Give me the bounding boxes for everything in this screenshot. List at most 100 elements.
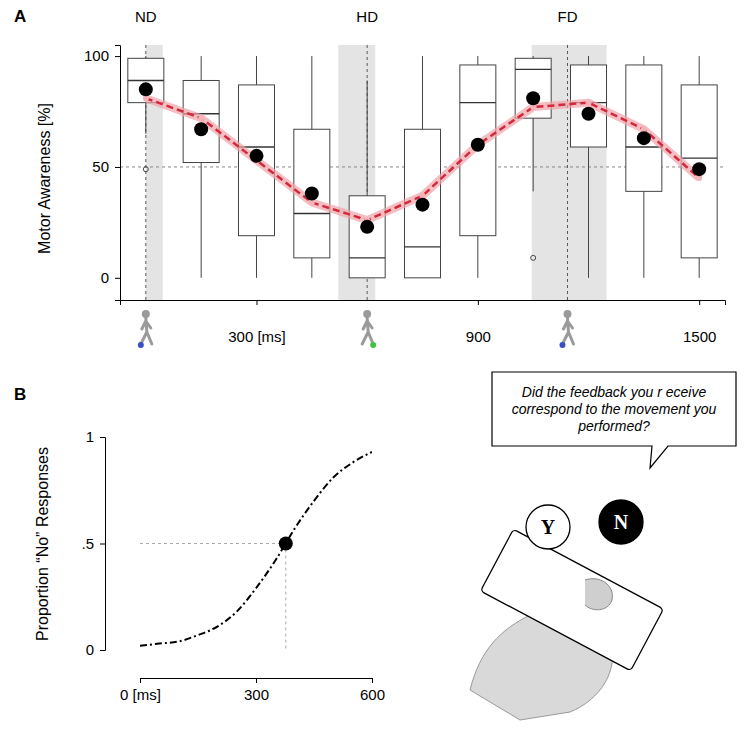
plot-b-marks <box>140 452 372 650</box>
device <box>481 529 664 671</box>
x-axis-a-tick-label: 900 <box>466 328 491 345</box>
x-axis-a-tick: 1500 <box>683 300 716 345</box>
thumb <box>585 579 612 610</box>
x-axis-a-tick-label: 300 [ms] <box>228 328 286 345</box>
y-axis-a-tick: 100 <box>84 47 120 64</box>
x-axis-b-tick: 300 <box>244 678 269 703</box>
median <box>294 213 330 214</box>
figure: ANDHDFD050100300 [ms]9001500Motor Awaren… <box>0 0 744 729</box>
mean <box>139 82 153 96</box>
whisker-high <box>422 56 423 129</box>
mean <box>582 107 596 121</box>
x-axis-b-tick-mark <box>140 678 141 683</box>
gait-icon <box>362 310 376 348</box>
x-axis-b: 0 [ms] 300 600 <box>120 678 385 703</box>
mean <box>305 187 319 201</box>
y-axis-a-tick: 0 <box>101 269 120 286</box>
whisker-low <box>588 147 589 278</box>
threshold-point <box>279 537 293 551</box>
mean <box>416 198 430 212</box>
fit-point <box>586 100 592 106</box>
y-axis-b-tick: 0 <box>86 641 105 658</box>
whisker-high <box>588 56 589 65</box>
x-axis-a-tick: 900 <box>466 300 491 345</box>
x-axis-a-tick-mark <box>478 300 479 305</box>
icon-foot <box>138 342 144 348</box>
x-axis-b-tick: 0 [ms] <box>120 678 161 703</box>
y-axis-a-tick-mark <box>115 278 120 279</box>
x-axis-b-tick-mark <box>256 678 257 683</box>
x-axis-b-tick-label: 0 [ms] <box>120 686 161 703</box>
mean <box>526 91 540 105</box>
y-axis-b-tick-label: .5 <box>81 535 94 552</box>
fit-point <box>198 115 204 121</box>
y-axis-a-line <box>115 46 121 301</box>
mean <box>471 138 485 152</box>
x-axis-b-tick-label: 300 <box>244 686 269 703</box>
speech-bubble: Did the feedback you r eceivecorrespond … <box>492 372 736 468</box>
x-axis-b-line <box>141 679 373 684</box>
median <box>405 246 441 247</box>
y-axis-a-tick-label: 0 <box>101 269 109 286</box>
outlier <box>143 167 148 172</box>
y-axis-b-tick-mark <box>100 544 105 545</box>
response-button <box>599 500 643 544</box>
box <box>349 196 385 278</box>
gait-icon <box>138 310 152 348</box>
y-axis-b-tick-label: 1 <box>86 428 94 445</box>
event-label: ND <box>135 8 157 25</box>
bubble-shape <box>492 372 736 468</box>
x-axis-a-tick: 300 [ms] <box>228 300 286 345</box>
icon-body <box>141 318 152 344</box>
mean <box>692 162 706 176</box>
whisker-high <box>477 56 478 65</box>
threshold-guide-h <box>140 543 286 544</box>
box <box>238 85 274 236</box>
y-axis-title: Proportion “No” Responses <box>34 447 51 641</box>
median <box>349 257 385 258</box>
median <box>128 80 164 81</box>
x-axis-b-tick: 600 <box>360 678 385 703</box>
mean <box>637 131 651 145</box>
median <box>626 146 662 147</box>
x-axis-a: 300 [ms] 900 1500 <box>121 300 726 345</box>
whisker-high <box>256 56 257 85</box>
x-axis-a-tick-label: 1500 <box>683 328 716 345</box>
whisker-high <box>311 56 312 129</box>
gait-icon <box>559 310 573 348</box>
x-axis-a-line <box>121 301 726 306</box>
whisker-high <box>699 56 700 85</box>
whisker-low <box>477 236 478 278</box>
panel-letter: A <box>14 7 26 26</box>
y-axis-a-tick-mark <box>115 56 120 57</box>
whisker-low <box>201 163 202 278</box>
y-axis-b: 0.51 <box>81 428 105 658</box>
whisker-low <box>145 103 146 134</box>
y-axis-b-line <box>100 438 106 651</box>
y-axis-a-tick-label: 100 <box>84 47 109 64</box>
whisker-high <box>201 56 202 80</box>
response-button-label: N <box>614 511 629 533</box>
median <box>681 157 717 158</box>
y-axis-b-tick-label: 0 <box>86 641 94 658</box>
event-line <box>567 45 568 300</box>
plot-a-marks <box>120 45 725 300</box>
box <box>460 65 496 236</box>
whisker-low <box>311 258 312 278</box>
y-axis-a: 050100 <box>84 46 121 301</box>
icon-body <box>362 318 373 344</box>
threshold-guide-v <box>285 544 286 651</box>
mean <box>194 122 208 136</box>
outlier <box>531 255 536 260</box>
icon-body <box>562 318 573 344</box>
psychometric-curve <box>140 452 372 646</box>
median <box>515 69 551 70</box>
x-axis-b-tick-label: 600 <box>360 686 385 703</box>
response-button <box>526 505 570 549</box>
mean <box>249 149 263 163</box>
y-axis-a-tick-mark <box>115 167 120 168</box>
whisker-high <box>643 56 644 65</box>
y-axis-b-tick-mark <box>100 650 105 651</box>
whisker-low <box>256 236 257 278</box>
median <box>460 102 496 103</box>
